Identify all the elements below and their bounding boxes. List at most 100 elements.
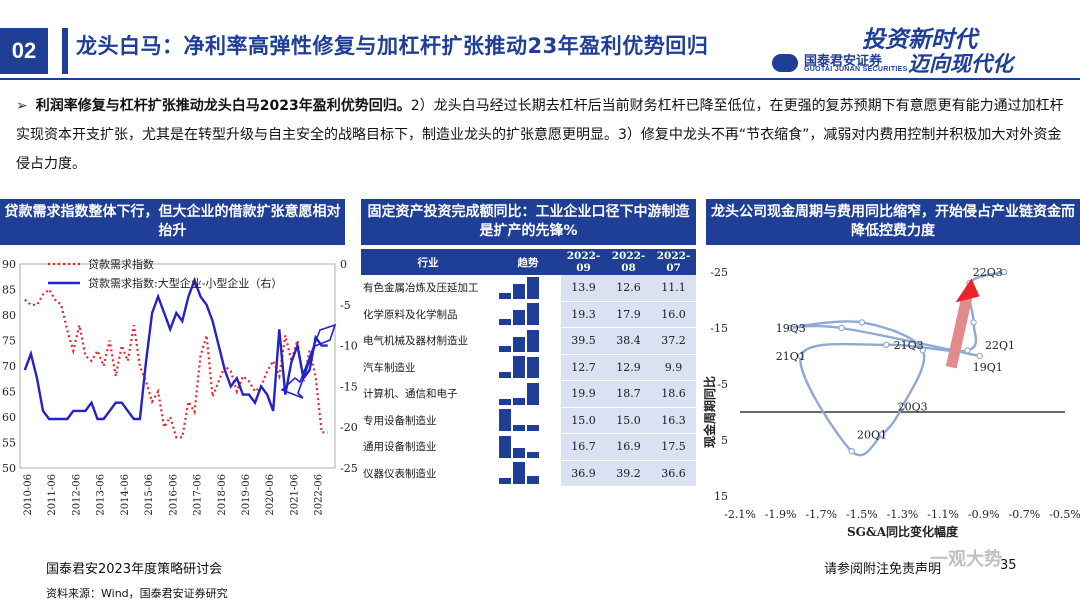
value-cell: 12.9: [606, 354, 651, 381]
table-row: 汽车制造业 12.7 12.9 9.9: [361, 354, 696, 381]
trend-bar: [527, 276, 539, 299]
trend-arrow-icon: [955, 278, 980, 303]
trend-cell: [495, 407, 561, 434]
x-tick: 2015-06: [144, 474, 155, 516]
trend-bar: [527, 382, 539, 405]
cycle-point: [848, 447, 855, 455]
y-right-tick: -25: [340, 462, 358, 475]
value-cell: 12.7: [561, 354, 606, 381]
industry-cell: 汽车制造业: [361, 354, 495, 381]
trend-bar: [527, 476, 539, 485]
value-cell: 39.2: [606, 460, 651, 487]
trend-cell: [495, 275, 561, 302]
slogan-line2: 迈向现代化: [908, 51, 1013, 76]
x-tick: -1.7%: [805, 508, 837, 521]
col-2022-08: 2022-08: [606, 249, 651, 275]
value-cell: 15.0: [561, 407, 606, 434]
cycle-point: [878, 431, 886, 438]
quarter-label: 19Q1: [973, 361, 1003, 374]
table-row: 仪器仪表制造业 36.9 39.2 36.6: [361, 460, 696, 487]
y-right-tick: -15: [340, 380, 358, 393]
section-number: 02: [0, 28, 48, 74]
x-tick: 2011-06: [47, 474, 58, 516]
loan-demand-chart: 50 55 60 65 70 75 80 85 90 0 -5 -10 -15 -20 -25 2010-06…: [2, 257, 358, 516]
trend-cell: [495, 354, 561, 381]
y-left-tick: 75: [2, 335, 16, 348]
value-cell: 18.7: [606, 380, 651, 408]
table-row: 计算机、通信和电子 19.9 18.7 18.6: [361, 380, 696, 408]
cycle-point: [1000, 268, 1008, 276]
value-cell: 16.7: [561, 433, 606, 461]
page-title: 龙头白马：净利率高弹性修复与加杠杆扩张推动23年盈利优势回归: [76, 34, 709, 58]
panel-cycle-title: 龙头公司现金周期与费用同比缩窄，开始侵占产业链资金而降低控费力度: [706, 199, 1080, 245]
trend-bar: [513, 337, 525, 352]
y-right-tick: 0: [340, 258, 347, 271]
cycle-point: [787, 324, 794, 332]
x-tick: 2010-06: [23, 474, 34, 516]
y-tick: 15: [714, 490, 728, 503]
quarter-label: 21Q3: [894, 339, 924, 352]
trend-bar: [499, 478, 511, 485]
trend-sparkbars: [495, 382, 561, 405]
y-tick: 5: [721, 434, 728, 447]
quarter-label: 22Q1: [985, 339, 1015, 352]
industry-cell: 专用设备制造业: [361, 407, 495, 434]
intro-bold: 利润率修复与杠杆扩张推动龙头白马2023年盈利优势回归。: [35, 98, 411, 114]
trend-cell: [495, 433, 561, 461]
panel-loan-title: 贷款需求指数整体下行，但大企业的借款扩张意愿相对抬升: [0, 199, 345, 245]
trend-cell: [495, 301, 561, 328]
y-left-tick: 65: [2, 386, 16, 399]
intro-paragraph: ➢ 利润率修复与杠杆扩张推动龙头白马2023年盈利优势回归。2）龙头白马经过长期去…: [16, 92, 1066, 179]
quarter-label: 22Q3: [973, 266, 1003, 279]
col-trend: 趋势: [495, 249, 561, 275]
x-tick: -1.9%: [765, 508, 797, 521]
annotation-up-arrow-icon: [280, 323, 337, 399]
plot-frame: [19, 263, 336, 469]
cycle-point: [899, 403, 906, 410]
trend-sparkbars: [495, 435, 561, 458]
table-row: 专用设备制造业 15.0 15.0 16.3: [361, 407, 696, 434]
y-left-tick: 90: [2, 258, 16, 271]
industry-cell: 通用设备制造业: [361, 433, 495, 461]
cash-cycle-chart: -25 -15 -5 5 15 -2.1% -1.9% -1.7% -1.5% -1.3% -1.1…: [702, 266, 1080, 539]
fai-table: 行业 趋势 2022-09 2022-08 2022-07 有色金属冶炼及压延加…: [361, 249, 696, 487]
y-axis-label: 现金周期同比: [702, 376, 717, 448]
trend-cell: [495, 327, 561, 355]
y-right-tick: -20: [340, 421, 358, 434]
col-2022-07: 2022-07: [651, 249, 696, 275]
footer-event: 国泰君安2023年度策略研讨会: [46, 562, 223, 577]
x-tick: -1.5%: [846, 508, 878, 521]
x-tick: -1.1%: [927, 508, 959, 521]
page-number: 35: [1000, 558, 1017, 573]
x-tick: 2014-06: [120, 474, 131, 516]
trend-bar: [499, 372, 511, 379]
series-large-minus-small: [23, 276, 328, 421]
cycle-point: [883, 341, 890, 349]
industry-cell: 计算机、通信和电子: [361, 380, 495, 408]
quarter-label: 21Q1: [776, 350, 806, 363]
x-tick: -2.1%: [724, 508, 756, 521]
trend-sparkbars: [495, 462, 561, 485]
cycle-point: [919, 347, 927, 354]
value-cell: 12.6: [606, 275, 651, 302]
header-divider: [0, 78, 1080, 80]
trend-bar: [513, 397, 525, 405]
value-cell: 37.2: [651, 327, 696, 355]
y-tick: -25: [710, 266, 728, 279]
y-right-tick: -10: [340, 340, 358, 353]
x-tick: 2022-06: [314, 474, 325, 516]
x-tick: -0.5%: [1049, 508, 1080, 521]
trend-bar: [527, 303, 539, 326]
y-tick: -5: [717, 378, 728, 391]
y-left-tick: 85: [2, 284, 16, 297]
x-tick: 2017-06: [193, 474, 204, 516]
cycle-point: [964, 347, 971, 354]
quarter-label: 19Q3: [776, 322, 806, 335]
value-cell: 36.6: [651, 460, 696, 487]
trend-bar: [499, 398, 511, 405]
y-right-tick: -5: [340, 299, 351, 312]
x-tick: 2012-06: [71, 474, 82, 516]
y-left-tick: 50: [2, 462, 16, 475]
x-tick: 2021-06: [289, 474, 300, 516]
table-row: 通用设备制造业 16.7 16.9 17.5: [361, 433, 696, 461]
